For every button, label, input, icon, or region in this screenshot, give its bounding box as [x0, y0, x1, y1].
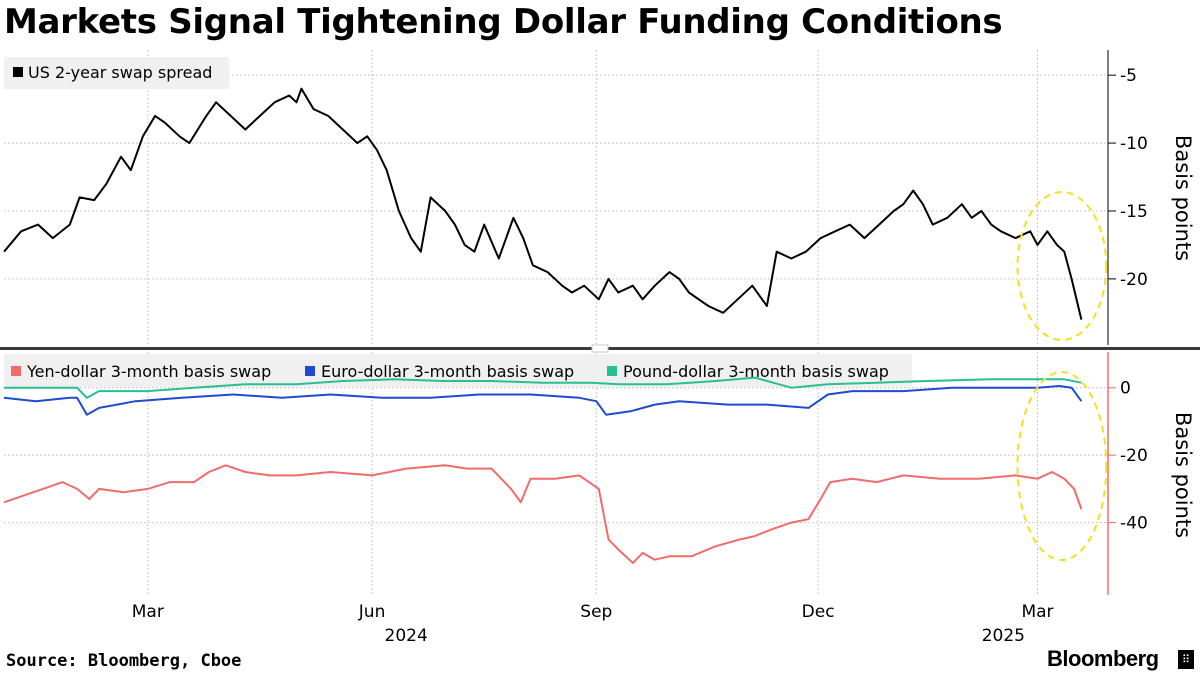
- top-panel-grid: [4, 50, 1108, 345]
- top-y-tick-label: -10: [1120, 134, 1148, 154]
- bloomberg-terminal-icon: ⠿: [1178, 650, 1194, 669]
- bottom-series-line-1: [3, 385, 1083, 416]
- top-y-ticks: -5 -10 -15 -20: [1108, 66, 1148, 290]
- x-tick-label: Mar: [132, 602, 164, 622]
- legend-label-yen: Yen-dollar 3-month basis swap: [26, 362, 271, 381]
- x-tick-label: Jun: [358, 602, 386, 622]
- legend-swatch-euro: [305, 366, 315, 376]
- x-tick-label: Sep: [580, 602, 612, 622]
- top-highlight-ellipse: [1016, 191, 1108, 341]
- bloomberg-logo: Bloomberg: [1047, 646, 1159, 671]
- x-tick-label: Mar: [1021, 602, 1053, 622]
- bottom-series-line-2: [4, 376, 1082, 399]
- legend-label-us: US 2-year swap spread: [28, 63, 212, 82]
- top-y-tick-label: -5: [1120, 66, 1137, 86]
- bottom-highlight-ellipse: [1016, 371, 1108, 561]
- legend-label-pound: Pound-dollar 3-month basis swap: [623, 362, 889, 381]
- x-tick-label: Dec: [802, 602, 835, 622]
- top-legend-box: [4, 57, 229, 89]
- panel-resize-handle: [591, 344, 609, 353]
- bottom-y-tick-label: -20: [1120, 446, 1148, 466]
- x-year-label: 2025: [982, 626, 1025, 646]
- source-note: Source: Bloomberg, Cboe: [6, 651, 242, 671]
- x-year-label: 2024: [385, 626, 428, 646]
- bottom-y-ticks: 0 -20 -40: [1108, 379, 1148, 534]
- bottom-y-tick-label: 0: [1120, 379, 1131, 399]
- top-series-line-0: [3, 87, 1083, 320]
- top-panel-lines: [3, 87, 1083, 320]
- legend-swatch-yen: [11, 366, 21, 376]
- top-y-axis-label: Basis points: [1171, 135, 1195, 261]
- bottom-y-tick-label: -40: [1120, 514, 1148, 534]
- highlight-ellipses: [1016, 191, 1108, 561]
- bottom-series-line-0: [3, 464, 1083, 564]
- legend-swatch-pound: [607, 366, 617, 376]
- chart-title: Markets Signal Tightening Dollar Funding…: [4, 2, 1003, 42]
- top-y-tick-label: -20: [1120, 270, 1148, 290]
- bottom-y-axis-label: Basis points: [1171, 412, 1195, 538]
- legend-label-euro: Euro-dollar 3-month basis swap: [321, 362, 574, 381]
- legend-swatch-us: [13, 67, 23, 77]
- top-y-tick-label: -15: [1120, 202, 1148, 222]
- x-axis-ticks: Mar Jun Sep Dec Mar 2024 2025: [132, 602, 1054, 646]
- bottom-panel-lines: [3, 376, 1083, 564]
